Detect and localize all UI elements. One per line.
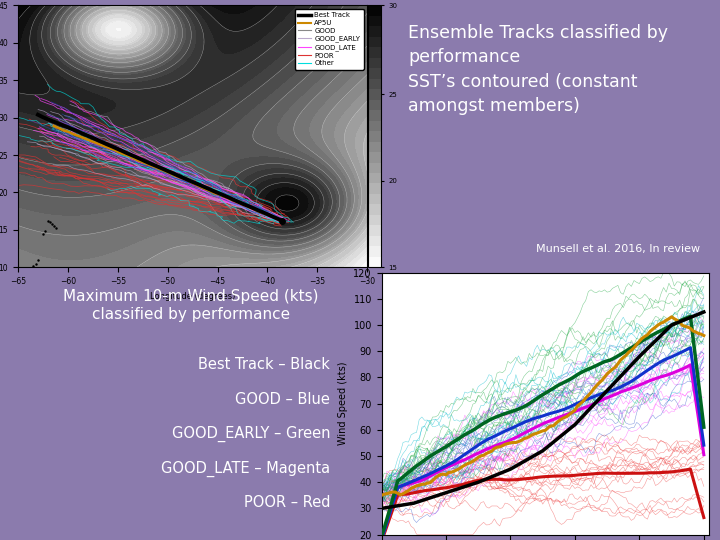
Text: Ensemble Tracks classified by
performance
SST’s contoured (constant
amongst memb: Ensemble Tracks classified by performanc… <box>408 24 668 115</box>
Text: GOOD – Blue: GOOD – Blue <box>235 392 330 407</box>
X-axis label: Longitude (degrees): Longitude (degrees) <box>150 292 235 301</box>
Text: GOOD_LATE – Magenta: GOOD_LATE – Magenta <box>161 461 330 477</box>
Text: Munsell et al. 2016, In review: Munsell et al. 2016, In review <box>536 244 700 254</box>
Y-axis label: Wind Speed (kts): Wind Speed (kts) <box>338 362 348 446</box>
Legend: Best Track, AP5U, GOOD, GOOD_EARLY, GOOD_LATE, POOR, Other: Best Track, AP5U, GOOD, GOOD_EARLY, GOOD… <box>294 9 364 70</box>
Text: Maximum 10-m Wind Speed (kts)
classified by performance: Maximum 10-m Wind Speed (kts) classified… <box>63 288 318 322</box>
Text: GOOD_EARLY – Green: GOOD_EARLY – Green <box>172 426 330 442</box>
Text: Best Track – Black: Best Track – Black <box>199 357 330 373</box>
Text: POOR – Red: POOR – Red <box>244 495 330 510</box>
